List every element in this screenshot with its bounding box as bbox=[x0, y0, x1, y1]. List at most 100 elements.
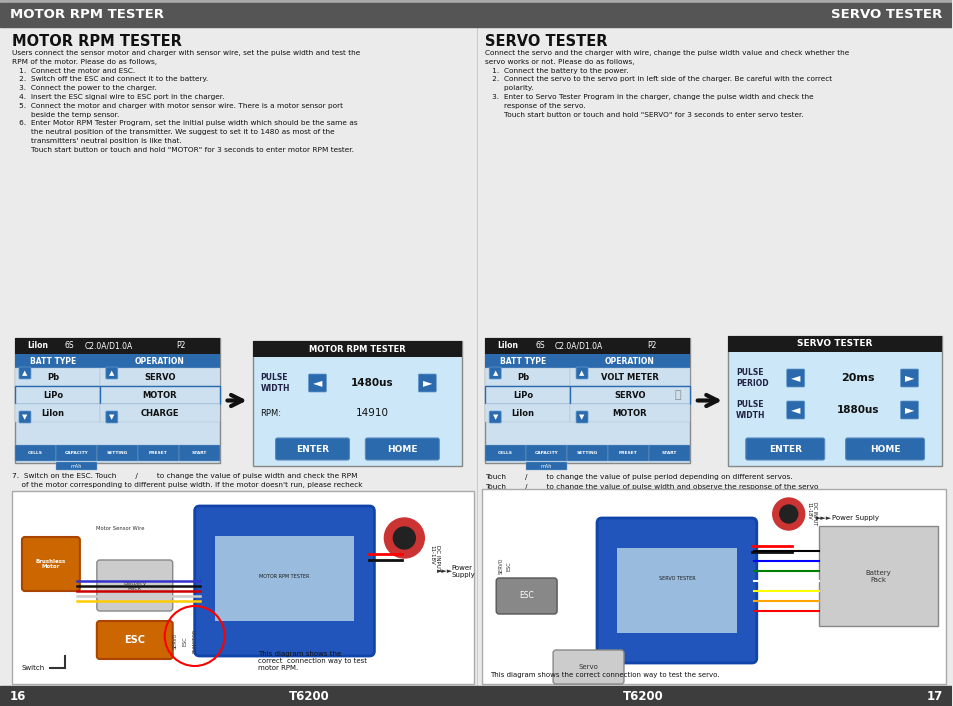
Text: PULSE
PERIOD: PULSE PERIOD bbox=[735, 369, 767, 388]
Text: ◄: ◄ bbox=[790, 371, 800, 385]
FancyBboxPatch shape bbox=[496, 578, 557, 614]
Text: LiPo: LiPo bbox=[43, 390, 63, 400]
Text: Pb: Pb bbox=[517, 373, 529, 381]
Text: Users connect the sensor motor and charger with sensor wire, set the pulse width: Users connect the sensor motor and charg… bbox=[12, 50, 360, 56]
Bar bbox=[727, 336, 942, 466]
Text: ▲: ▲ bbox=[109, 370, 114, 376]
Text: Servo: Servo bbox=[578, 664, 598, 670]
Bar bbox=[485, 445, 526, 461]
Text: BLMOTOR: BLMOTOR bbox=[192, 629, 197, 653]
Bar bbox=[727, 336, 942, 352]
Bar bbox=[570, 386, 689, 404]
Text: BATT TYPE: BATT TYPE bbox=[30, 357, 76, 366]
Text: Battery
Pack: Battery Pack bbox=[123, 580, 147, 592]
Text: mAh: mAh bbox=[540, 464, 552, 469]
Text: P2: P2 bbox=[176, 342, 186, 350]
Text: Lilon: Lilon bbox=[41, 409, 65, 417]
Bar bbox=[818, 526, 938, 626]
Bar bbox=[15, 404, 100, 422]
Text: Lilon: Lilon bbox=[27, 342, 48, 350]
Text: Power Supply: Power Supply bbox=[831, 515, 878, 521]
Bar bbox=[648, 445, 689, 461]
Text: ▼: ▼ bbox=[22, 414, 28, 420]
Text: CHARGE: CHARGE bbox=[140, 409, 179, 417]
FancyBboxPatch shape bbox=[576, 367, 587, 379]
Text: Motor Sensor Wire: Motor Sensor Wire bbox=[95, 527, 144, 532]
Bar bbox=[570, 368, 689, 386]
Text: MOTOR: MOTOR bbox=[612, 409, 646, 417]
Text: ▲: ▲ bbox=[22, 370, 28, 376]
Text: SERVO TESTER: SERVO TESTER bbox=[797, 340, 872, 349]
Text: T6200: T6200 bbox=[622, 690, 662, 702]
Text: Switch: Switch bbox=[22, 665, 45, 671]
Text: Power
Supply: Power Supply bbox=[451, 565, 475, 578]
Text: ▼: ▼ bbox=[578, 414, 584, 420]
Text: ►►►: ►►► bbox=[815, 515, 831, 521]
Bar bbox=[0, 686, 951, 706]
Text: SERVO: SERVO bbox=[144, 373, 175, 381]
Text: ESC: ESC bbox=[182, 636, 187, 646]
Text: 14910: 14910 bbox=[355, 408, 389, 418]
FancyBboxPatch shape bbox=[597, 518, 756, 663]
FancyBboxPatch shape bbox=[97, 560, 172, 611]
FancyBboxPatch shape bbox=[553, 650, 623, 684]
Text: the neutral position of the transmitter. We suggest to set it to 1480 as most of: the neutral position of the transmitter.… bbox=[12, 129, 335, 136]
FancyBboxPatch shape bbox=[900, 369, 918, 387]
Bar bbox=[485, 338, 689, 354]
Bar bbox=[485, 386, 570, 404]
Text: Touch start button or touch and hold "MOTOR" for 3 seconds to enter motor RPM te: Touch start button or touch and hold "MO… bbox=[12, 147, 354, 152]
Text: MOTOR RPM TESTER: MOTOR RPM TESTER bbox=[259, 573, 310, 578]
Text: ESC: ESC bbox=[124, 635, 145, 645]
Text: MOTOR: MOTOR bbox=[142, 390, 177, 400]
Text: PRESET: PRESET bbox=[149, 451, 168, 455]
Text: Brushless
Motor: Brushless Motor bbox=[36, 558, 66, 570]
FancyBboxPatch shape bbox=[365, 438, 438, 460]
FancyBboxPatch shape bbox=[106, 411, 117, 423]
Text: beside the temp sensor.: beside the temp sensor. bbox=[12, 112, 119, 118]
Text: ▼: ▼ bbox=[109, 414, 114, 420]
Circle shape bbox=[772, 498, 803, 530]
Text: VOLT METER: VOLT METER bbox=[600, 373, 659, 381]
Text: ▼: ▼ bbox=[492, 414, 497, 420]
Text: 6S: 6S bbox=[535, 342, 544, 350]
Text: C2.0A/D1.0A: C2.0A/D1.0A bbox=[85, 342, 133, 350]
Bar bbox=[15, 354, 219, 368]
Bar bbox=[607, 445, 648, 461]
Text: transmitters' neutral position is like that.: transmitters' neutral position is like t… bbox=[12, 138, 181, 144]
Text: PULSE
WIDTH: PULSE WIDTH bbox=[735, 400, 764, 419]
Bar bbox=[15, 368, 100, 386]
Text: SERVO TESTER: SERVO TESTER bbox=[485, 34, 607, 49]
Text: START: START bbox=[661, 451, 677, 455]
FancyBboxPatch shape bbox=[106, 367, 117, 379]
Text: servo works or not. Please do as follows,: servo works or not. Please do as follows… bbox=[485, 59, 634, 65]
Text: BATT TYPE: BATT TYPE bbox=[499, 357, 546, 366]
Text: HOME: HOME bbox=[869, 445, 900, 453]
Text: CAPACITY: CAPACITY bbox=[65, 451, 89, 455]
Bar bbox=[253, 341, 462, 357]
Bar bbox=[97, 445, 137, 461]
Text: 7.  Switch on the ESC. Touch        /        to change the value of pulse width : 7. Switch on the ESC. Touch / to change … bbox=[12, 473, 357, 479]
Circle shape bbox=[384, 518, 424, 558]
FancyBboxPatch shape bbox=[745, 438, 823, 460]
Text: SERVO: SERVO bbox=[614, 390, 645, 400]
Text: ►: ► bbox=[903, 404, 913, 417]
Text: RPM:: RPM: bbox=[260, 409, 281, 417]
Text: MOTOR RPM TESTER: MOTOR RPM TESTER bbox=[12, 34, 182, 49]
Text: ENTER: ENTER bbox=[768, 445, 801, 453]
FancyBboxPatch shape bbox=[489, 367, 500, 379]
Bar bbox=[526, 445, 566, 461]
Text: OPERATION: OPERATION bbox=[604, 357, 654, 366]
Bar bbox=[15, 338, 219, 463]
Bar bbox=[485, 404, 570, 422]
Text: PULSE
WIDTH: PULSE WIDTH bbox=[260, 373, 290, 393]
Text: ESC: ESC bbox=[506, 561, 511, 571]
FancyBboxPatch shape bbox=[275, 438, 349, 460]
Bar bbox=[15, 386, 100, 404]
Text: 6.  Enter Motor RPM Tester Program, set the initial pulse width which should be : 6. Enter Motor RPM Tester Program, set t… bbox=[12, 121, 357, 126]
Text: SERVO: SERVO bbox=[498, 558, 503, 574]
Text: ►: ► bbox=[903, 371, 913, 385]
Text: PRESET: PRESET bbox=[618, 451, 638, 455]
Bar bbox=[56, 462, 97, 470]
Text: 1.  Connect the battery to the power.: 1. Connect the battery to the power. bbox=[485, 68, 628, 73]
FancyBboxPatch shape bbox=[417, 374, 436, 392]
